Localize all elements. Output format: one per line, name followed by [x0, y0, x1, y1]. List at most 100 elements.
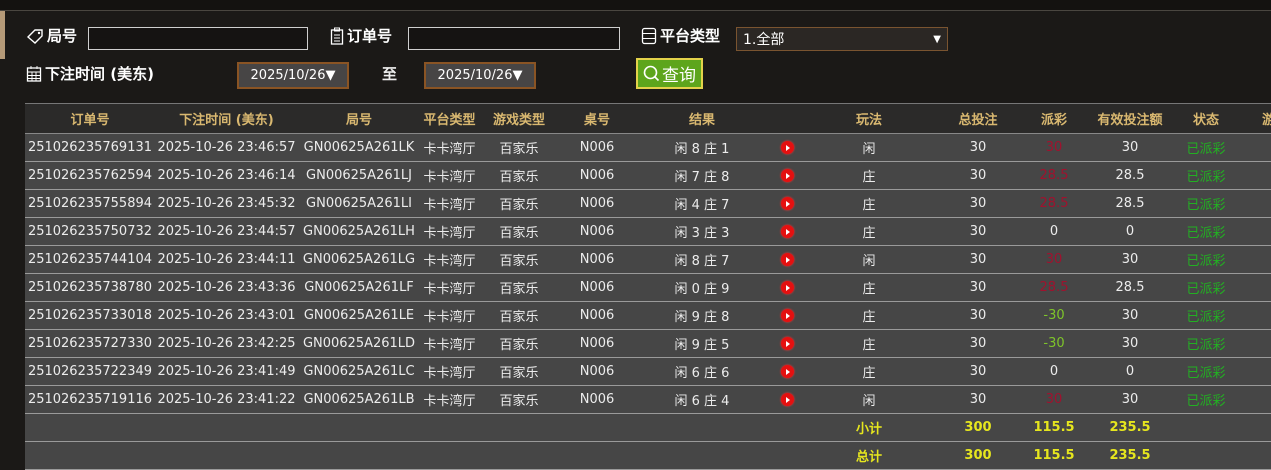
table-cell — [1237, 441, 1271, 470]
table-cell — [1237, 133, 1271, 162]
query-button[interactable]: 查询 — [636, 58, 703, 89]
table-cell: 2025-10-26 23:46:57 — [155, 133, 298, 162]
table-row[interactable]: 251026235719116 2025-10-26 23:41:22 GN0062… — [25, 385, 1271, 414]
play-icon[interactable] — [780, 141, 794, 154]
table-cell — [1237, 161, 1271, 190]
table-cell: N006 — [559, 273, 635, 302]
status-cell: 已派彩 — [1175, 217, 1237, 246]
play-icon[interactable] — [780, 309, 794, 322]
result-video-cell — [769, 357, 805, 386]
table-cell: 百家乐 — [479, 217, 559, 246]
table-cell — [1237, 385, 1271, 414]
table-row[interactable]: 251026235762594 2025-10-26 23:46:14 GN0062… — [25, 161, 1271, 190]
table-cell: 30 — [933, 189, 1023, 218]
table-header: 订单号 下注时间 (美东) 局号 平台类型 游戏类型 桌号 结果 玩法 总投注 派彩 有效投注额 状态… — [25, 103, 1271, 134]
table-row[interactable]: 251026235722349 2025-10-26 23:41:49 GN0062… — [25, 357, 1271, 386]
table-cell: 251026235769131 — [25, 133, 155, 162]
payout-cell: -30 — [1023, 329, 1085, 358]
order-input[interactable] — [408, 27, 620, 50]
table-row[interactable]: 251026235744104 2025-10-26 23:44:11 GN0062… — [25, 245, 1271, 274]
result-video-cell — [769, 245, 805, 274]
table-cell — [155, 441, 298, 470]
table-cell: 庄 — [805, 301, 933, 330]
table-cell: 2025-10-26 23:44:11 — [155, 245, 298, 274]
table-cell: 300 — [933, 413, 1023, 442]
status-cell: 已派彩 — [1175, 357, 1237, 386]
subtotal-label: 小计 — [805, 413, 933, 442]
status-cell: 已派彩 — [1175, 273, 1237, 302]
table-cell — [1237, 357, 1271, 386]
date-to-picker[interactable]: 2025/10/26▼ — [424, 62, 536, 89]
play-icon[interactable] — [780, 225, 794, 238]
table-cell: 庄 — [805, 357, 933, 386]
play-icon[interactable] — [780, 169, 794, 182]
platform-select[interactable]: 1.全部 ▼ — [736, 27, 948, 51]
order-label: 订单号 — [330, 25, 392, 46]
play-icon[interactable] — [780, 365, 794, 378]
table-cell: 卡卡湾厅 — [420, 385, 479, 414]
payout-cell: -30 — [1023, 301, 1085, 330]
table-row[interactable]: 251026235750732 2025-10-26 23:44:57 GN0062… — [25, 217, 1271, 246]
side-decoration — [0, 11, 5, 59]
table-cell: 闲 9 庄 5 — [635, 329, 769, 358]
table-row[interactable]: 251026235755894 2025-10-26 23:45:32 GN0062… — [25, 189, 1271, 218]
table-row[interactable]: 251026235727330 2025-10-26 23:42:25 GN0062… — [25, 329, 1271, 358]
table-cell: GN00625A261LE — [298, 301, 420, 330]
column-header: 状态 — [1175, 103, 1237, 134]
table-cell: 30 — [933, 161, 1023, 190]
top-bar — [0, 0, 1271, 11]
payout-cell: 28.5 — [1023, 189, 1085, 218]
table-cell: 闲 8 庄 1 — [635, 133, 769, 162]
table-cell: 30 — [1085, 301, 1175, 330]
table-row[interactable]: 251026235769131 2025-10-26 23:46:57 GN0062… — [25, 133, 1271, 162]
table-cell: 251026235750732 — [25, 217, 155, 246]
payout-cell: 30 — [1023, 385, 1085, 414]
payout-cell: 0 — [1023, 217, 1085, 246]
table-cell: 闲 4 庄 7 — [635, 189, 769, 218]
table-cell: 百家乐 — [479, 245, 559, 274]
table-cell: 卡卡湾厅 — [420, 133, 479, 162]
payout-cell: 0 — [1023, 357, 1085, 386]
play-icon[interactable] — [780, 253, 794, 266]
table-cell: 卡卡湾厅 — [420, 273, 479, 302]
result-video-cell — [769, 301, 805, 330]
table-row[interactable]: 251026235733018 2025-10-26 23:43:01 GN0062… — [25, 301, 1271, 330]
table-cell: 百家乐 — [479, 357, 559, 386]
round-input[interactable] — [88, 27, 308, 50]
table-cell — [479, 413, 559, 442]
table-cell: 庄 — [805, 217, 933, 246]
play-icon[interactable] — [780, 337, 794, 350]
table-cell: 30 — [933, 245, 1023, 274]
table-cell: 28.5 — [1085, 273, 1175, 302]
table-cell: 0 — [1085, 357, 1175, 386]
tag-icon — [26, 28, 43, 44]
play-icon[interactable] — [780, 197, 794, 210]
date-from-picker[interactable]: 2025/10/26▼ — [237, 62, 349, 89]
table-cell: 卡卡湾厅 — [420, 357, 479, 386]
table-cell: 115.5 — [1023, 413, 1085, 442]
table-cell: 251026235744104 — [25, 245, 155, 274]
orders-table: 订单号 下注时间 (美东) 局号 平台类型 游戏类型 桌号 结果 玩法 总投注 派彩 有效投注额 状态… — [25, 103, 1271, 470]
to-label: 至 — [382, 65, 398, 83]
table-cell: 百家乐 — [479, 273, 559, 302]
table-cell: 百家乐 — [479, 329, 559, 358]
table-cell: GN00625A261LF — [298, 273, 420, 302]
status-cell: 已派彩 — [1175, 133, 1237, 162]
table-cell: 2025-10-26 23:42:25 — [155, 329, 298, 358]
table-cell: 卡卡湾厅 — [420, 217, 479, 246]
table-cell: 闲 — [805, 133, 933, 162]
payout-cell: 28.5 — [1023, 273, 1085, 302]
table-cell: 30 — [933, 217, 1023, 246]
table-cell: 闲 6 庄 4 — [635, 385, 769, 414]
play-icon[interactable] — [780, 281, 794, 294]
table-cell: GN00625A261LK — [298, 133, 420, 162]
table-cell: 30 — [933, 133, 1023, 162]
total-label: 总计 — [805, 441, 933, 470]
result-video-cell — [769, 385, 805, 414]
column-header: 下注时间 (美东) — [155, 103, 298, 134]
play-icon[interactable] — [780, 393, 794, 406]
table-row[interactable]: 251026235738780 2025-10-26 23:43:36 GN0062… — [25, 273, 1271, 302]
result-video-cell — [769, 161, 805, 190]
table-cell: 庄 — [805, 273, 933, 302]
table-cell: 百家乐 — [479, 133, 559, 162]
